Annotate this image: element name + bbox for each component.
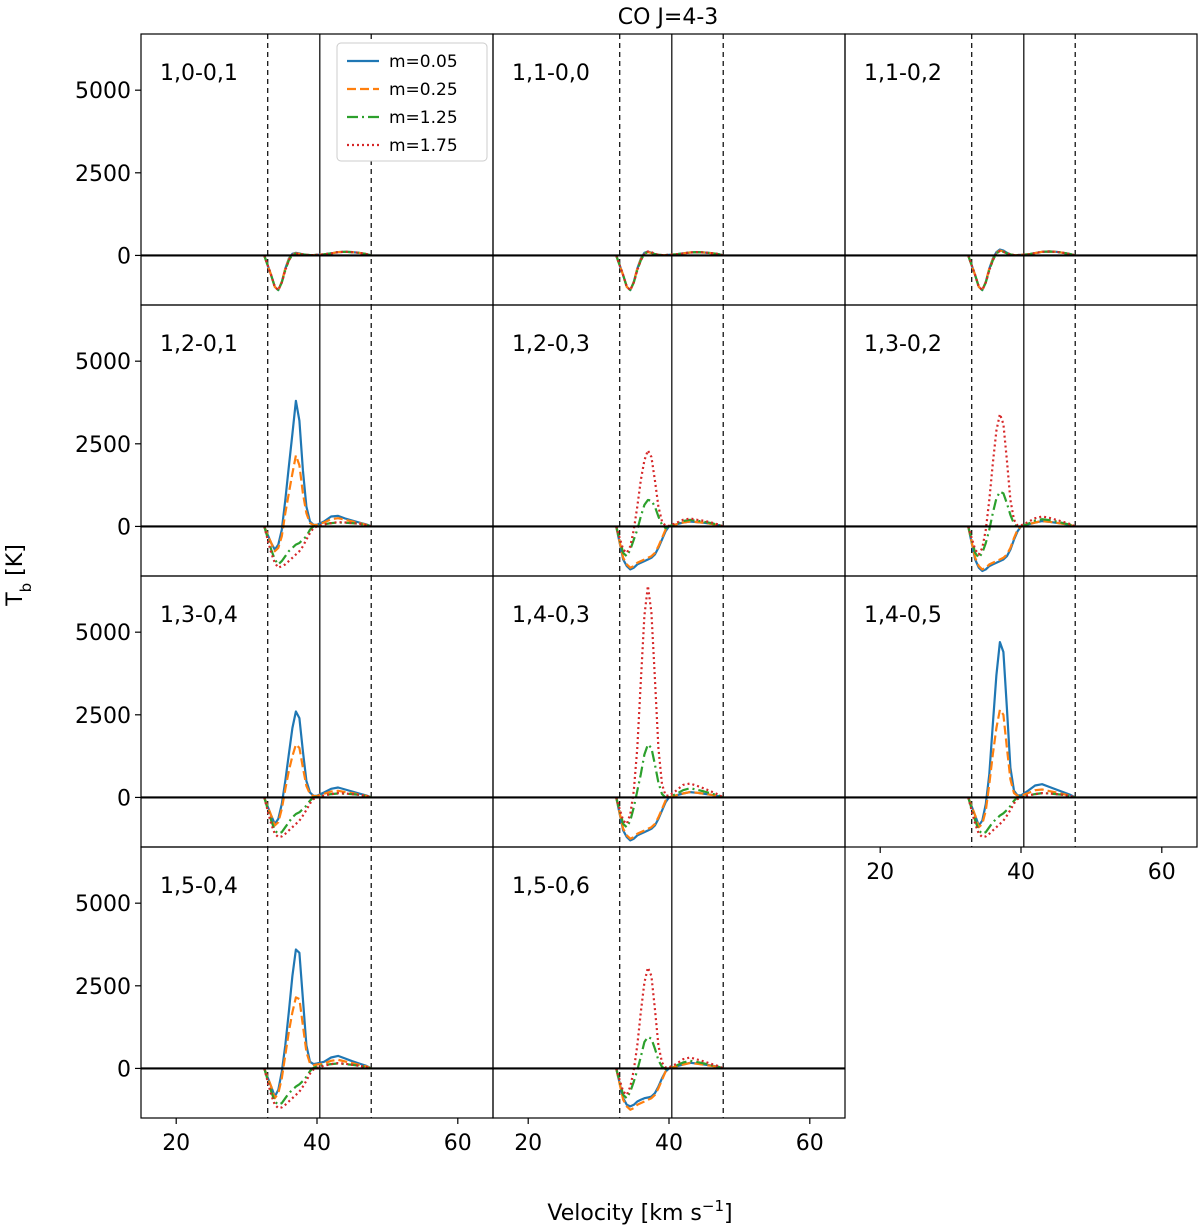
panel-label: 1,5-0,4: [160, 874, 238, 899]
series-line-m=0.25: [615, 791, 724, 840]
panels-layer: 1,0-0,1 0 2500 5000 m=0.05 m=0.25 m=1.25 m=1.75…: [75, 33, 1198, 1156]
legend-entry-label: m=1.75: [389, 136, 458, 156]
series-line-m=1.25: [967, 490, 1076, 559]
series-line-m=0.25: [263, 996, 372, 1100]
series-line-m=1.75: [263, 521, 372, 569]
series-line-m=0.05: [967, 641, 1076, 827]
series-line-m=1.25: [615, 251, 724, 292]
x-tick-label: 60: [444, 1131, 472, 1156]
series-line-m=0.05: [263, 710, 372, 825]
panel-label: 1,3-0,2: [864, 332, 942, 357]
x-tick-label: 20: [162, 1131, 190, 1156]
panel-label: 1,1-0,2: [864, 61, 942, 86]
panel-1,5-0,6: 1,5-0,6 20 40 60: [492, 846, 846, 1156]
series-line-m=1.25: [263, 250, 372, 292]
series-line-m=1.25: [615, 743, 724, 829]
series-line-m=0.05: [263, 399, 372, 551]
panel-label: 1,0-0,1: [160, 61, 238, 86]
panel-label: 1,4-0,3: [512, 603, 590, 628]
legend-entry-label: m=0.25: [389, 80, 458, 100]
y-tick-label: 2500: [75, 704, 131, 729]
y-tick-label: 5000: [75, 621, 131, 646]
panel-1,4-0,3: 1,4-0,3: [492, 575, 846, 848]
panel-1,0-0,1: 1,0-0,1 0 2500 5000 m=0.05 m=0.25 m=1.25 m=1.75: [75, 33, 494, 306]
series-line-m=1.75: [967, 792, 1076, 839]
series-line-m=1.25: [263, 792, 372, 835]
y-tick-label: 0: [117, 515, 131, 540]
legend-box: [336, 42, 488, 162]
y-tick-label: 0: [117, 244, 131, 269]
y-tick-label: 2500: [75, 433, 131, 458]
panel-label: 1,2-0,3: [512, 332, 590, 357]
panel-label: 1,3-0,4: [160, 603, 238, 628]
panel-1,1-0,0: 1,1-0,0: [492, 33, 846, 306]
panel-label: 1,2-0,1: [160, 332, 238, 357]
y-tick-label: 0: [117, 786, 131, 811]
series-line-m=1.25: [967, 792, 1076, 835]
y-tick-label: 2500: [75, 162, 131, 187]
series-line-m=1.75: [615, 449, 724, 554]
x-tick-label: 40: [303, 1131, 331, 1156]
y-tick-label: 2500: [75, 975, 131, 1000]
y-tick-label: 5000: [75, 79, 131, 104]
panel-1,2-0,1: 1,2-0,1 0 2500 5000: [75, 304, 494, 577]
series-line-m=1.75: [263, 1062, 372, 1110]
series-line-m=1.25: [263, 521, 372, 566]
series-line-m=0.25: [967, 708, 1076, 829]
panel-1,3-0,4: 1,3-0,4 0 2500 5000: [75, 575, 494, 848]
series-line-m=1.25: [967, 250, 1076, 292]
series-line-m=1.75: [967, 413, 1076, 556]
series-line-m=1.25: [615, 498, 724, 558]
panel-1,1-0,2: 1,1-0,2: [844, 33, 1198, 306]
series-line-m=1.25: [615, 1035, 724, 1100]
panel-1,5-0,4: 1,5-0,4 0 2500 5000 20 40 60: [75, 846, 494, 1156]
x-tick-label: 60: [796, 1131, 824, 1156]
x-tick-label: 40: [1007, 860, 1035, 885]
series-line-m=1.75: [615, 584, 724, 825]
panel-1,2-0,3: 1,2-0,3: [492, 304, 846, 577]
series-line-m=0.25: [263, 743, 372, 827]
legend-entry-label: m=0.05: [389, 52, 458, 72]
series-line-m=0.25: [615, 520, 724, 569]
x-tick-label: 60: [1148, 860, 1176, 885]
y-axis-label: Tb [K]: [3, 544, 35, 607]
y-axis-label-subscript: b: [17, 583, 35, 593]
x-axis-label: Velocity [km s−1]: [547, 1197, 732, 1226]
panel-1,4-0,5: 1,4-0,5 20 40 60: [844, 575, 1198, 885]
panel-label: 1,4-0,5: [864, 603, 942, 628]
y-tick-label: 0: [117, 1057, 131, 1082]
y-tick-label: 5000: [75, 892, 131, 917]
series-line-m=0.25: [263, 454, 372, 553]
series-line-m=1.25: [263, 1062, 372, 1106]
series-line-m=0.25: [967, 520, 1076, 571]
legend: m=0.05 m=0.25 m=1.25 m=1.75: [336, 42, 488, 162]
series-line-m=0.05: [263, 948, 372, 1098]
series-line-m=1.75: [263, 792, 372, 839]
panel-label: 1,5-0,6: [512, 874, 590, 899]
series-line-m=0.25: [615, 1062, 724, 1111]
figure-title: CO J=4-3: [618, 5, 719, 30]
panel-label: 1,1-0,0: [512, 61, 590, 86]
panel-1,3-0,2: 1,3-0,2: [844, 304, 1198, 577]
legend-entry-label: m=1.25: [389, 108, 458, 128]
x-axis-label-superscript: −1: [702, 1197, 724, 1215]
x-tick-label: 20: [866, 860, 894, 885]
series-line-m=1.75: [615, 966, 724, 1096]
y-tick-label: 5000: [75, 350, 131, 375]
x-tick-label: 20: [514, 1131, 542, 1156]
x-tick-label: 40: [655, 1131, 683, 1156]
